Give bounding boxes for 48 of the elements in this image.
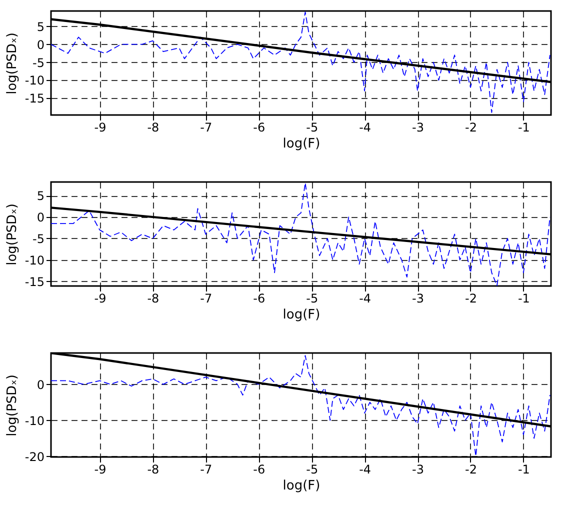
x-tick-label: -5 [306,120,318,134]
x-tick-label: -6 [253,292,266,306]
x-tick-label: -9 [94,120,106,134]
y-tick-label: -15 [24,274,44,289]
x-tick-label: -5 [306,462,318,476]
line-series [51,355,550,457]
y-axis-title: log(PSDₓ) [4,32,20,94]
x-tick-label: -4 [359,462,372,476]
y-tick-label: -5 [32,56,44,70]
x-tick-label: -2 [465,292,477,306]
x-tick-label: -4 [359,292,372,306]
y-tick-label: -15 [24,92,44,106]
y-tick-label: 0 [36,38,44,52]
x-tick-label: -7 [200,120,212,134]
x-axis-title: log(F) [282,136,320,152]
x-tick-label: -8 [147,462,160,476]
x-tick-label: -1 [518,292,530,306]
x-tick-label: -7 [200,462,212,476]
y-tick-label: 0 [36,210,44,225]
line-series [51,12,550,113]
x-tick-label: -7 [200,292,212,306]
y-tick-label: 0 [36,378,44,392]
y-axis-title: log(PSDₓ) [4,374,20,436]
x-axis-title: log(F) [282,308,320,322]
x-tick-label: -3 [412,120,424,134]
x-tick-label: -3 [412,292,424,306]
x-axis-title: log(F) [282,478,320,494]
x-tick-label: -6 [253,462,266,476]
y-tick-label: -10 [24,414,44,428]
x-tick-label: -2 [465,462,477,476]
y-axis-title: log(PSDₓ) [4,204,20,266]
x-tick-label: -1 [518,462,530,476]
y-tick-label: -10 [24,253,44,268]
x-tick-label: -9 [94,292,106,306]
y-tick-label: -5 [32,232,44,246]
x-tick-label: -8 [147,292,160,306]
y-tick-label: 5 [36,20,44,34]
y-tick-label: -20 [24,450,44,464]
y-tick-label: 5 [36,189,44,204]
x-tick-label: -5 [306,292,318,306]
x-tick-label: -6 [253,120,266,134]
x-tick-label: -8 [147,120,160,134]
x-tick-label: -4 [359,120,372,134]
x-tick-label: -2 [465,120,477,134]
x-tick-label: -9 [94,462,106,476]
x-tick-label: -3 [412,462,424,476]
x-tick-label: -1 [518,120,530,134]
y-tick-label: -10 [24,74,44,88]
